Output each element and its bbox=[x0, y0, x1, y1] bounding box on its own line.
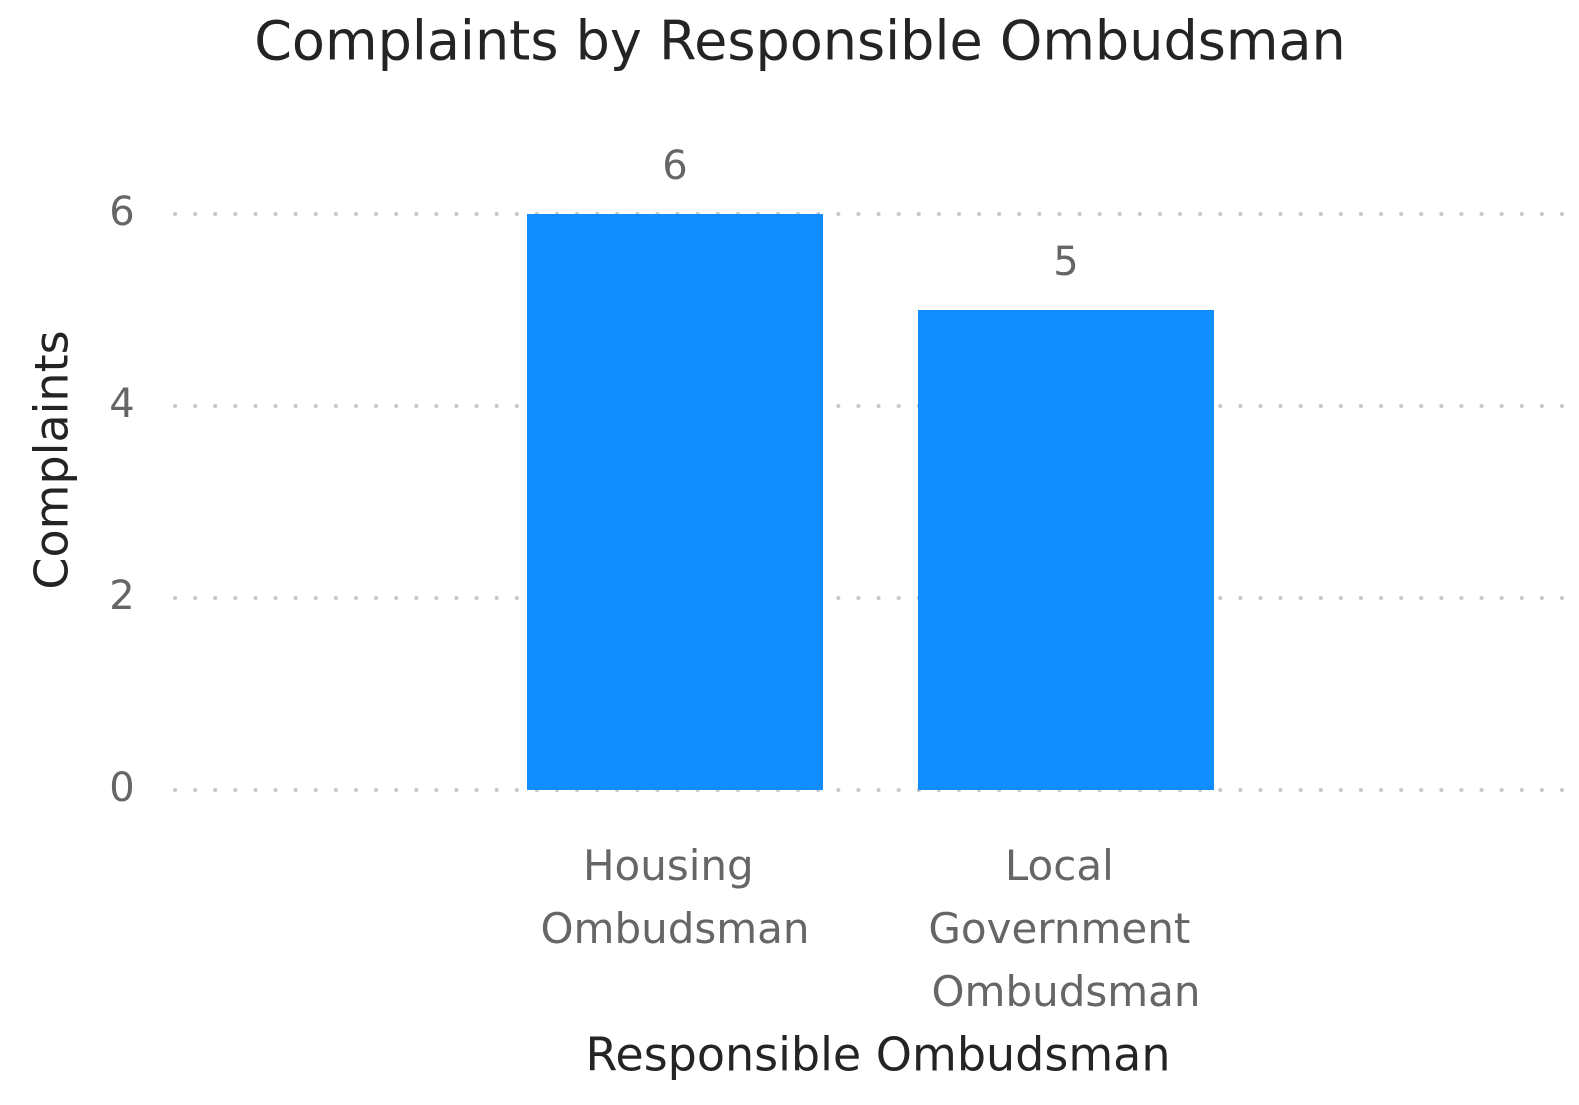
x-axis-title: Responsible Ombudsman bbox=[586, 1028, 1171, 1082]
y-tick-label: 6 bbox=[109, 189, 134, 235]
bar bbox=[527, 214, 823, 790]
y-tick-label: 2 bbox=[109, 573, 134, 619]
y-axis-title: Complaints bbox=[25, 330, 79, 589]
x-tick-label: Local Government Ombudsman bbox=[928, 841, 1203, 1016]
y-tick-label: 4 bbox=[109, 381, 134, 427]
x-tick-label: Housing Ombudsman bbox=[540, 841, 809, 953]
data-label: 6 bbox=[662, 143, 687, 189]
bar bbox=[918, 310, 1214, 790]
data-label: 5 bbox=[1053, 239, 1078, 285]
y-tick-label: 0 bbox=[109, 765, 134, 811]
chart-title: Complaints by Responsible Ombudsman bbox=[254, 10, 1346, 73]
